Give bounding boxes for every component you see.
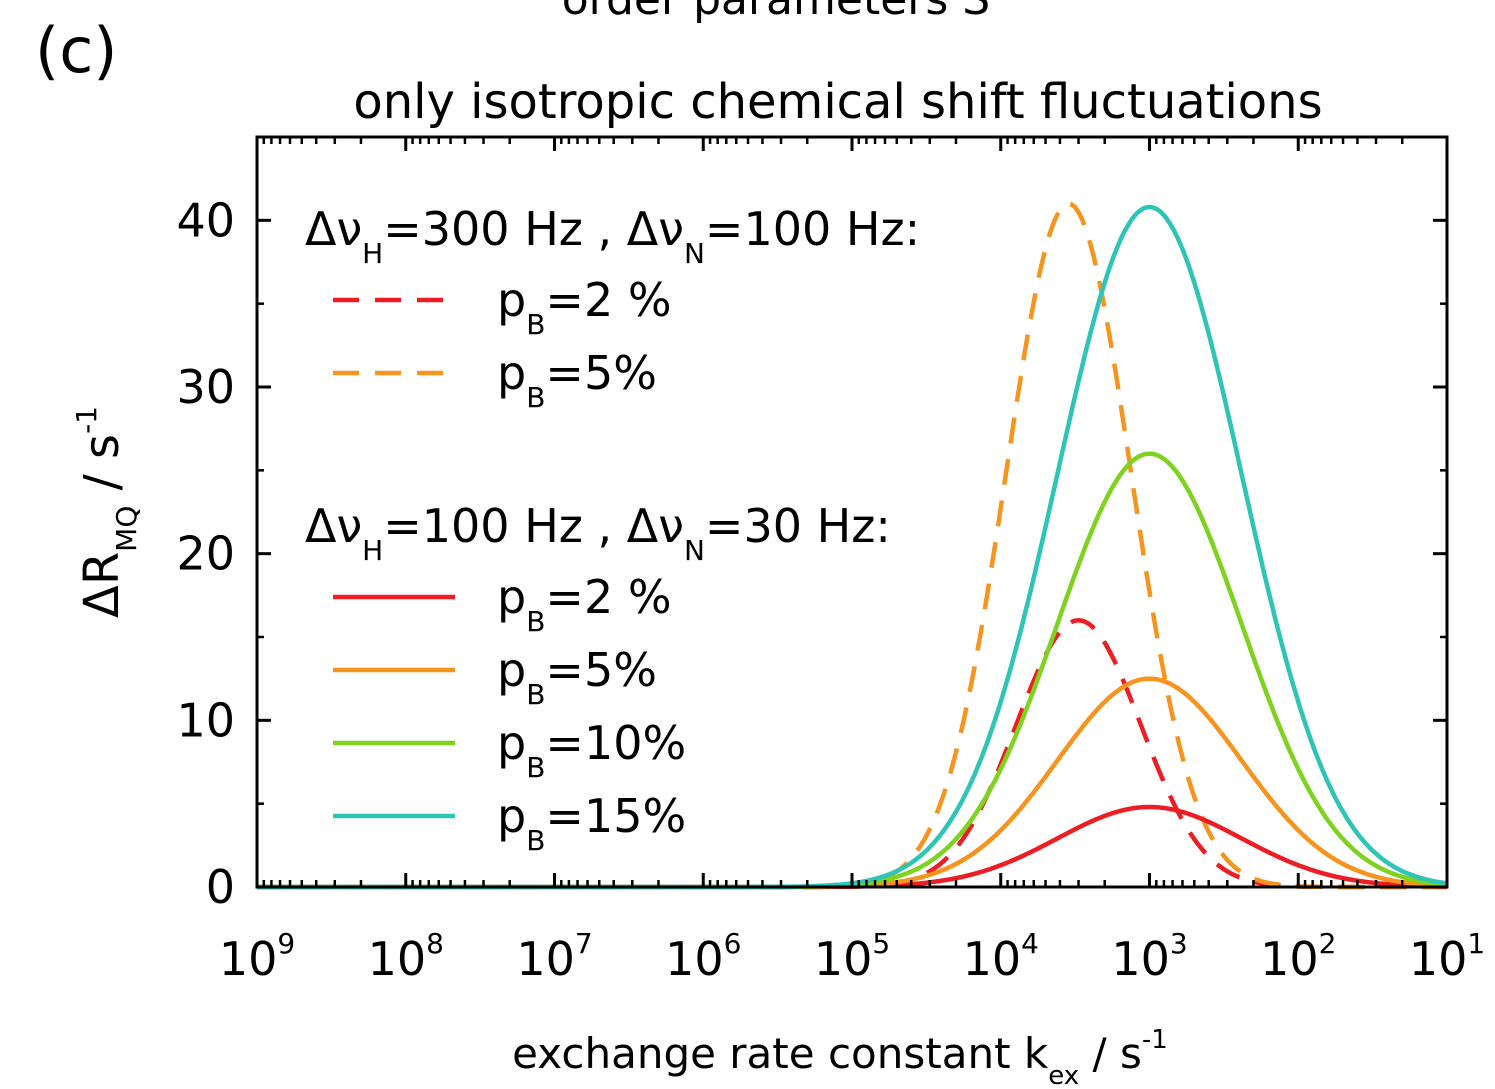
x-tick-label: 105 [814,927,890,986]
legend-label: pB=2 % [497,570,672,638]
y-tick-label: 40 [176,193,235,247]
series-line-dashed-0 [256,618,1448,890]
legend-label: pB=15% [497,789,686,857]
x-tick-label: 101 [1409,927,1485,986]
x-axis-label: exchange rate constant kex / s-1 [512,1025,1168,1089]
panel-label: (c) [35,14,117,87]
plot-frame [255,135,1449,889]
x-tick-label: 102 [1260,927,1336,986]
y-tick-label: 20 [176,527,235,581]
y-tick-label: 0 [206,860,235,914]
chart-title-partial: order parameters S [562,0,990,25]
chart-title: only isotropic chemical shift fluctuatio… [353,74,1322,130]
legend-label: pB=10% [497,716,686,784]
legend-group-header: ΔνH=300 Hz , ΔνN=100 Hz: [305,202,920,270]
x-tick-label: 109 [219,927,295,986]
chart-labels: 109 108 107 106 105 104 103 102 101010203040(c)o… [35,0,1485,1089]
legend: ΔνH=300 Hz , ΔνN=100 Hz: ΔνH=100 Hz , ΔνN… [305,202,920,857]
x-tick-label: 106 [665,927,741,986]
y-tick-label: 30 [176,360,235,414]
x-tick-label: 107 [516,927,592,986]
x-tick-label: 104 [963,927,1039,986]
legend-label: pB=5% [497,643,657,711]
x-tick-label: 108 [368,927,444,986]
legend-group-header: ΔνH=100 Hz , ΔνN=30 Hz: [305,499,891,567]
series-line-solid-3 [256,676,1448,890]
y-axis-label: ΔRMQ / s-1 [70,406,143,618]
legend-label: pB=5% [497,346,657,414]
y-tick-label: 10 [176,693,235,747]
x-tick-label: 103 [1111,927,1187,986]
legend-label: pB=2 % [497,273,672,341]
